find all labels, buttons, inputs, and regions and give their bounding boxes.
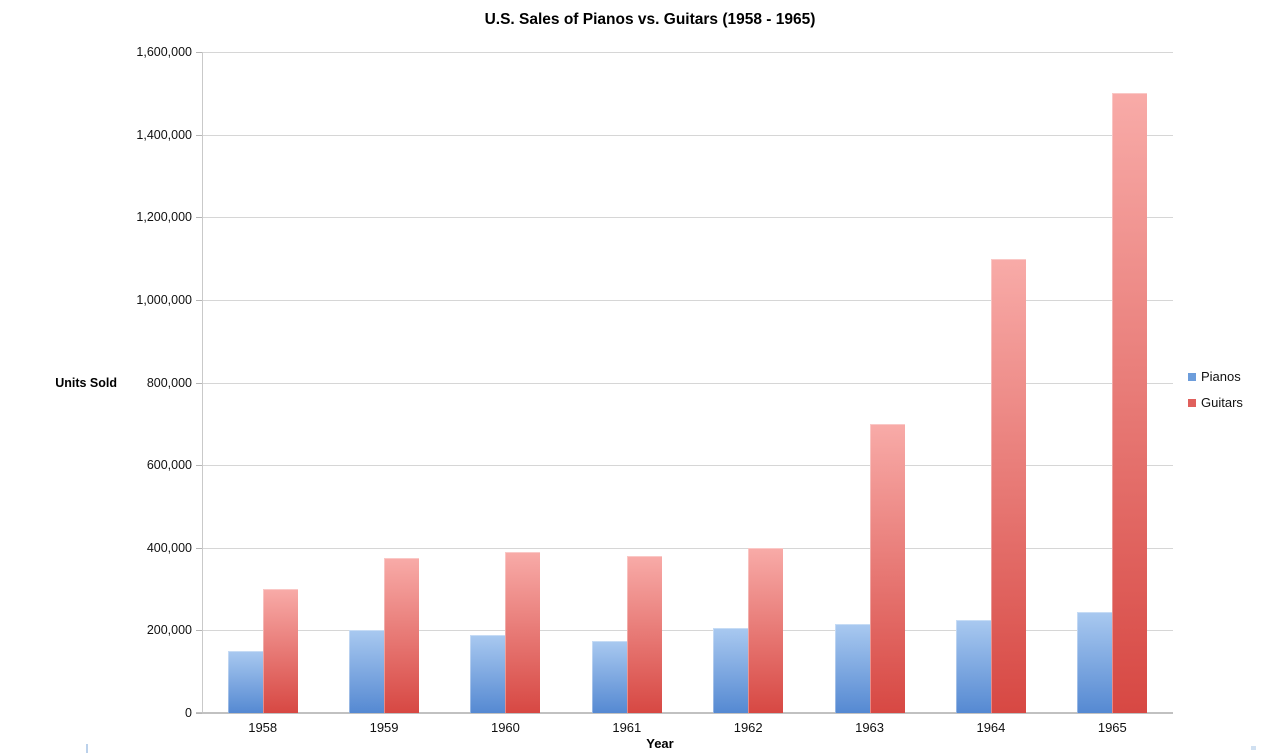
gridline: [202, 382, 1173, 384]
bar-pianos-1965: [1077, 612, 1113, 713]
y-tick-label: 0: [185, 706, 192, 720]
x-axis-line: [196, 712, 1173, 714]
bar-pianos-1960: [470, 635, 506, 713]
y-axis-tick: [196, 465, 202, 467]
bar-pianos-1963: [834, 624, 870, 713]
legend-label-guitars: Guitars: [1201, 395, 1243, 410]
x-tick-label: 1958: [248, 720, 278, 735]
bar-pianos-1962: [713, 628, 749, 713]
x-tick-label: 1963: [855, 720, 885, 735]
gridline: [202, 547, 1173, 549]
bar-guitars-1965: [1112, 93, 1148, 713]
bar-pianos-1958: [227, 651, 263, 713]
y-axis-line: [202, 52, 203, 713]
y-tick-label: 200,000: [146, 623, 192, 638]
legend-label-pianos: Pianos: [1201, 369, 1241, 384]
legend: Pianos Guitars: [1188, 369, 1243, 421]
bar-guitars-1963: [869, 424, 905, 713]
bar-guitars-1962: [748, 548, 784, 713]
bar-guitars-1958: [262, 589, 298, 713]
chart-title: U.S. Sales of Pianos vs. Guitars (1958 -…: [484, 11, 816, 28]
gridline: [202, 52, 1173, 53]
gridline: [202, 134, 1173, 136]
y-axis-tick: [196, 134, 202, 136]
y-axis-tick: [196, 382, 202, 384]
x-tick-label: 1964: [976, 720, 1006, 735]
bar-pianos-1959: [349, 630, 385, 713]
y-tick-label: 1,400,000: [136, 127, 192, 142]
y-axis-tick: [196, 52, 202, 53]
y-tick-label: 400,000: [146, 540, 192, 555]
bar-guitars-1960: [505, 552, 541, 713]
y-tick-label: 800,000: [146, 375, 192, 390]
selection-handle-left: [86, 744, 88, 753]
y-axis-title: Units Sold: [55, 375, 117, 390]
gridline: [202, 299, 1173, 301]
x-axis-title: Year: [646, 736, 674, 751]
x-tick-label: 1965: [1097, 720, 1127, 735]
legend-swatch-guitars: [1188, 398, 1196, 407]
legend-item-guitars: Guitars: [1188, 395, 1243, 410]
x-tick-label: 1962: [733, 720, 763, 735]
legend-item-pianos: Pianos: [1188, 369, 1243, 384]
bar-pianos-1964: [955, 620, 991, 713]
y-tick-label: 1,600,000: [136, 45, 192, 59]
selection-handle-right: [1251, 746, 1256, 750]
legend-swatch-pianos: [1188, 372, 1196, 381]
plot-area: [202, 52, 1173, 713]
y-axis-tick: [196, 713, 202, 714]
gridline: [202, 465, 1173, 467]
y-tick-label: 1,000,000: [136, 292, 192, 307]
x-tick-label: 1961: [612, 720, 642, 735]
gridline: [202, 630, 1173, 632]
y-axis-tick: [196, 630, 202, 632]
bar-guitars-1961: [626, 556, 662, 713]
y-tick-label: 1,200,000: [136, 210, 192, 225]
y-axis-tick: [196, 217, 202, 219]
y-axis-tick: [196, 299, 202, 301]
bar-guitars-1964: [990, 259, 1026, 713]
y-tick-label: 600,000: [146, 458, 192, 473]
x-tick-label: 1959: [369, 720, 399, 735]
bar-pianos-1961: [591, 641, 627, 713]
gridline: [202, 217, 1173, 219]
y-axis-tick: [196, 547, 202, 549]
x-tick-label: 1960: [490, 720, 520, 735]
bar-guitars-1959: [384, 558, 420, 713]
